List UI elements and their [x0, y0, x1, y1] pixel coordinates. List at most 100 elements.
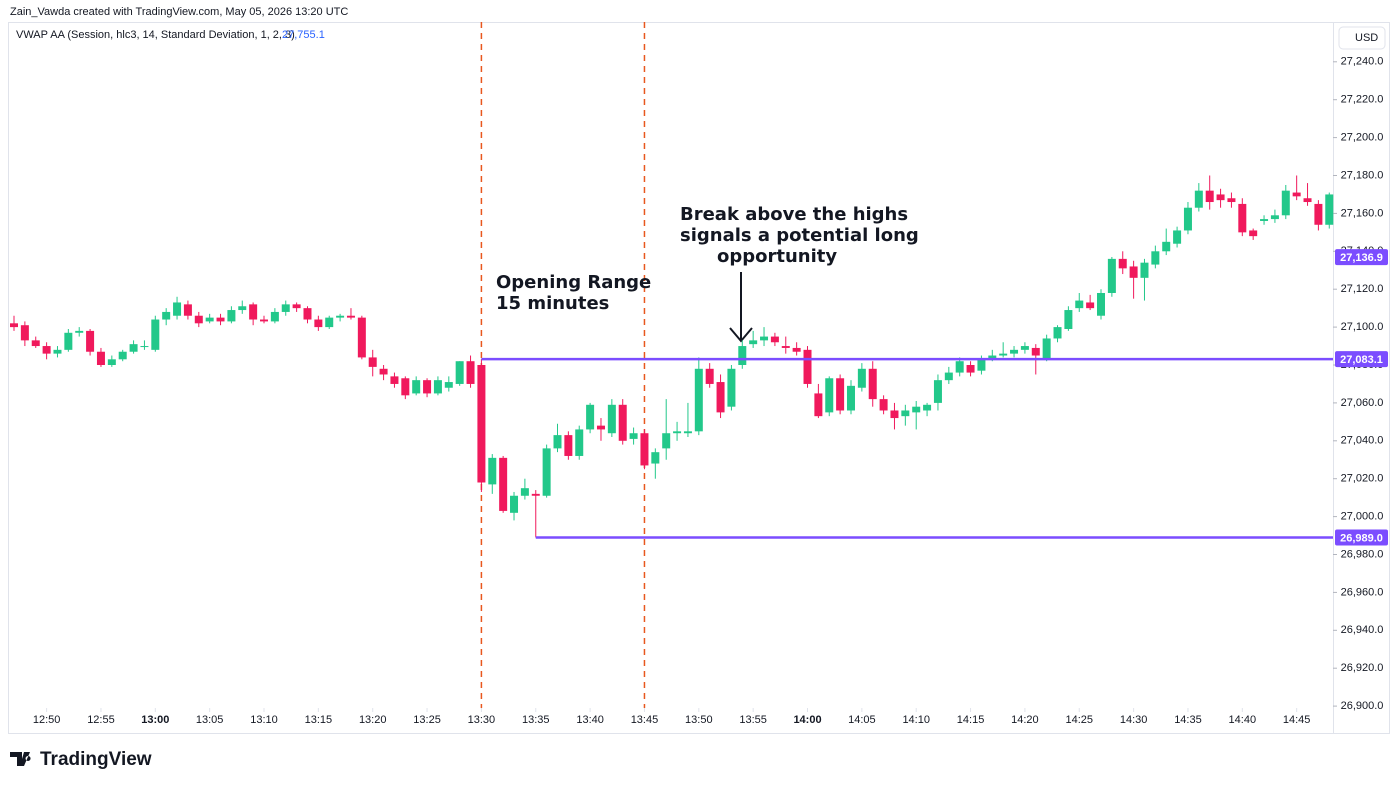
candle-body — [1281, 190, 1290, 216]
x-tick-label: 14:30 — [1120, 714, 1148, 726]
candle-body — [238, 306, 247, 311]
candle-body — [901, 410, 910, 417]
candle-body — [64, 332, 73, 350]
candle-body — [1238, 203, 1247, 233]
y-tick-label: 26,980.0 — [1341, 548, 1384, 560]
candle-body — [1227, 198, 1236, 203]
candle-body — [760, 336, 769, 341]
candle-body — [1270, 215, 1279, 220]
candle-body — [1086, 302, 1095, 309]
y-tick-label: 26,900.0 — [1341, 700, 1384, 712]
candle-body — [433, 380, 442, 394]
candle-body — [727, 368, 736, 407]
candle-body — [705, 368, 714, 384]
candle-body — [586, 404, 595, 430]
candle-body — [20, 325, 29, 341]
candle-body — [912, 406, 921, 413]
credit: Zain_Vawda created with TradingView.com,… — [10, 6, 348, 18]
x-tick-label: 13:20 — [359, 714, 387, 726]
candle-body — [205, 317, 214, 322]
candle-body — [694, 368, 703, 432]
candle-body — [542, 448, 551, 496]
x-tick-label: 13:05 — [196, 714, 224, 726]
candle-body — [1010, 349, 1019, 354]
candle-body — [977, 359, 986, 371]
candle-body — [325, 317, 334, 328]
candle-body — [510, 495, 519, 513]
candle-body — [988, 355, 997, 360]
candle-body — [1129, 266, 1138, 278]
candle-body — [292, 304, 301, 309]
candle-body — [1303, 198, 1312, 203]
candle-body — [488, 457, 497, 485]
candle-body — [75, 330, 84, 333]
annotation: opportunity — [717, 246, 837, 267]
candle-body — [1260, 219, 1269, 221]
x-tick-label: 13:55 — [739, 714, 767, 726]
candle-body — [629, 433, 638, 439]
candle-body — [444, 382, 453, 388]
candle-body — [96, 351, 105, 365]
candle-body — [129, 344, 138, 352]
x-tick-label: 14:45 — [1283, 714, 1311, 726]
candle-body — [194, 315, 203, 324]
candle-body — [390, 376, 399, 384]
x-tick-label: 14:10 — [902, 714, 930, 726]
candle-body — [1118, 258, 1127, 269]
y-tick-label: 27,120.0 — [1341, 283, 1384, 295]
candle-body — [314, 319, 323, 328]
candle-body — [466, 361, 475, 384]
candle-body — [640, 433, 649, 466]
candle-body — [151, 319, 160, 350]
candle-body — [1020, 346, 1029, 350]
x-tick-label: 13:40 — [576, 714, 604, 726]
candle-body — [564, 435, 573, 456]
y-tick-label: 27,160.0 — [1341, 207, 1384, 219]
candle-body — [86, 330, 95, 352]
candle-body — [260, 319, 269, 322]
candle-body — [683, 431, 692, 434]
candle-body — [1216, 194, 1225, 201]
logo: TradingView — [40, 749, 152, 770]
arrow — [729, 272, 753, 343]
candle-body — [1173, 230, 1182, 244]
x-tick-label: 13:30 — [468, 714, 496, 726]
candle-body — [1249, 230, 1258, 237]
y-tick-label: 27,020.0 — [1341, 473, 1384, 485]
x-tick-label: 14:35 — [1174, 714, 1202, 726]
candle-body — [1194, 190, 1203, 208]
candle-body — [803, 349, 812, 384]
candle-body — [520, 488, 529, 496]
candle-body — [1151, 251, 1160, 265]
candle-body — [651, 452, 660, 464]
candle-body — [455, 361, 464, 384]
candle-body — [673, 431, 682, 434]
candle-body — [140, 346, 149, 348]
y-tick-label: 27,200.0 — [1341, 132, 1384, 144]
x-tick-label: 13:50 — [685, 714, 713, 726]
candle-body — [814, 393, 823, 417]
currency-box[interactable] — [1338, 26, 1386, 50]
candle-body — [53, 349, 62, 354]
candle-body — [499, 457, 508, 511]
candle-body — [379, 368, 388, 375]
candle-body — [227, 310, 236, 322]
x-tick-label: 13:15 — [305, 714, 333, 726]
candle-body — [836, 378, 845, 411]
candle-body — [955, 361, 964, 373]
x-tick-label: 13:35 — [522, 714, 550, 726]
annotation: 15 minutes — [496, 293, 609, 314]
candle-body — [412, 380, 421, 394]
x-tick-label: 14:25 — [1065, 714, 1093, 726]
candle-body — [216, 317, 225, 322]
candle-body — [966, 365, 975, 373]
x-tick-label: 12:55 — [87, 714, 115, 726]
candle-body — [857, 368, 866, 388]
candle-body — [1097, 292, 1105, 316]
candle-body — [281, 304, 290, 312]
candle-body — [575, 429, 584, 456]
x-tick-label: 13:10 — [250, 714, 278, 726]
candle-body — [596, 425, 605, 430]
level-box — [1335, 351, 1388, 368]
